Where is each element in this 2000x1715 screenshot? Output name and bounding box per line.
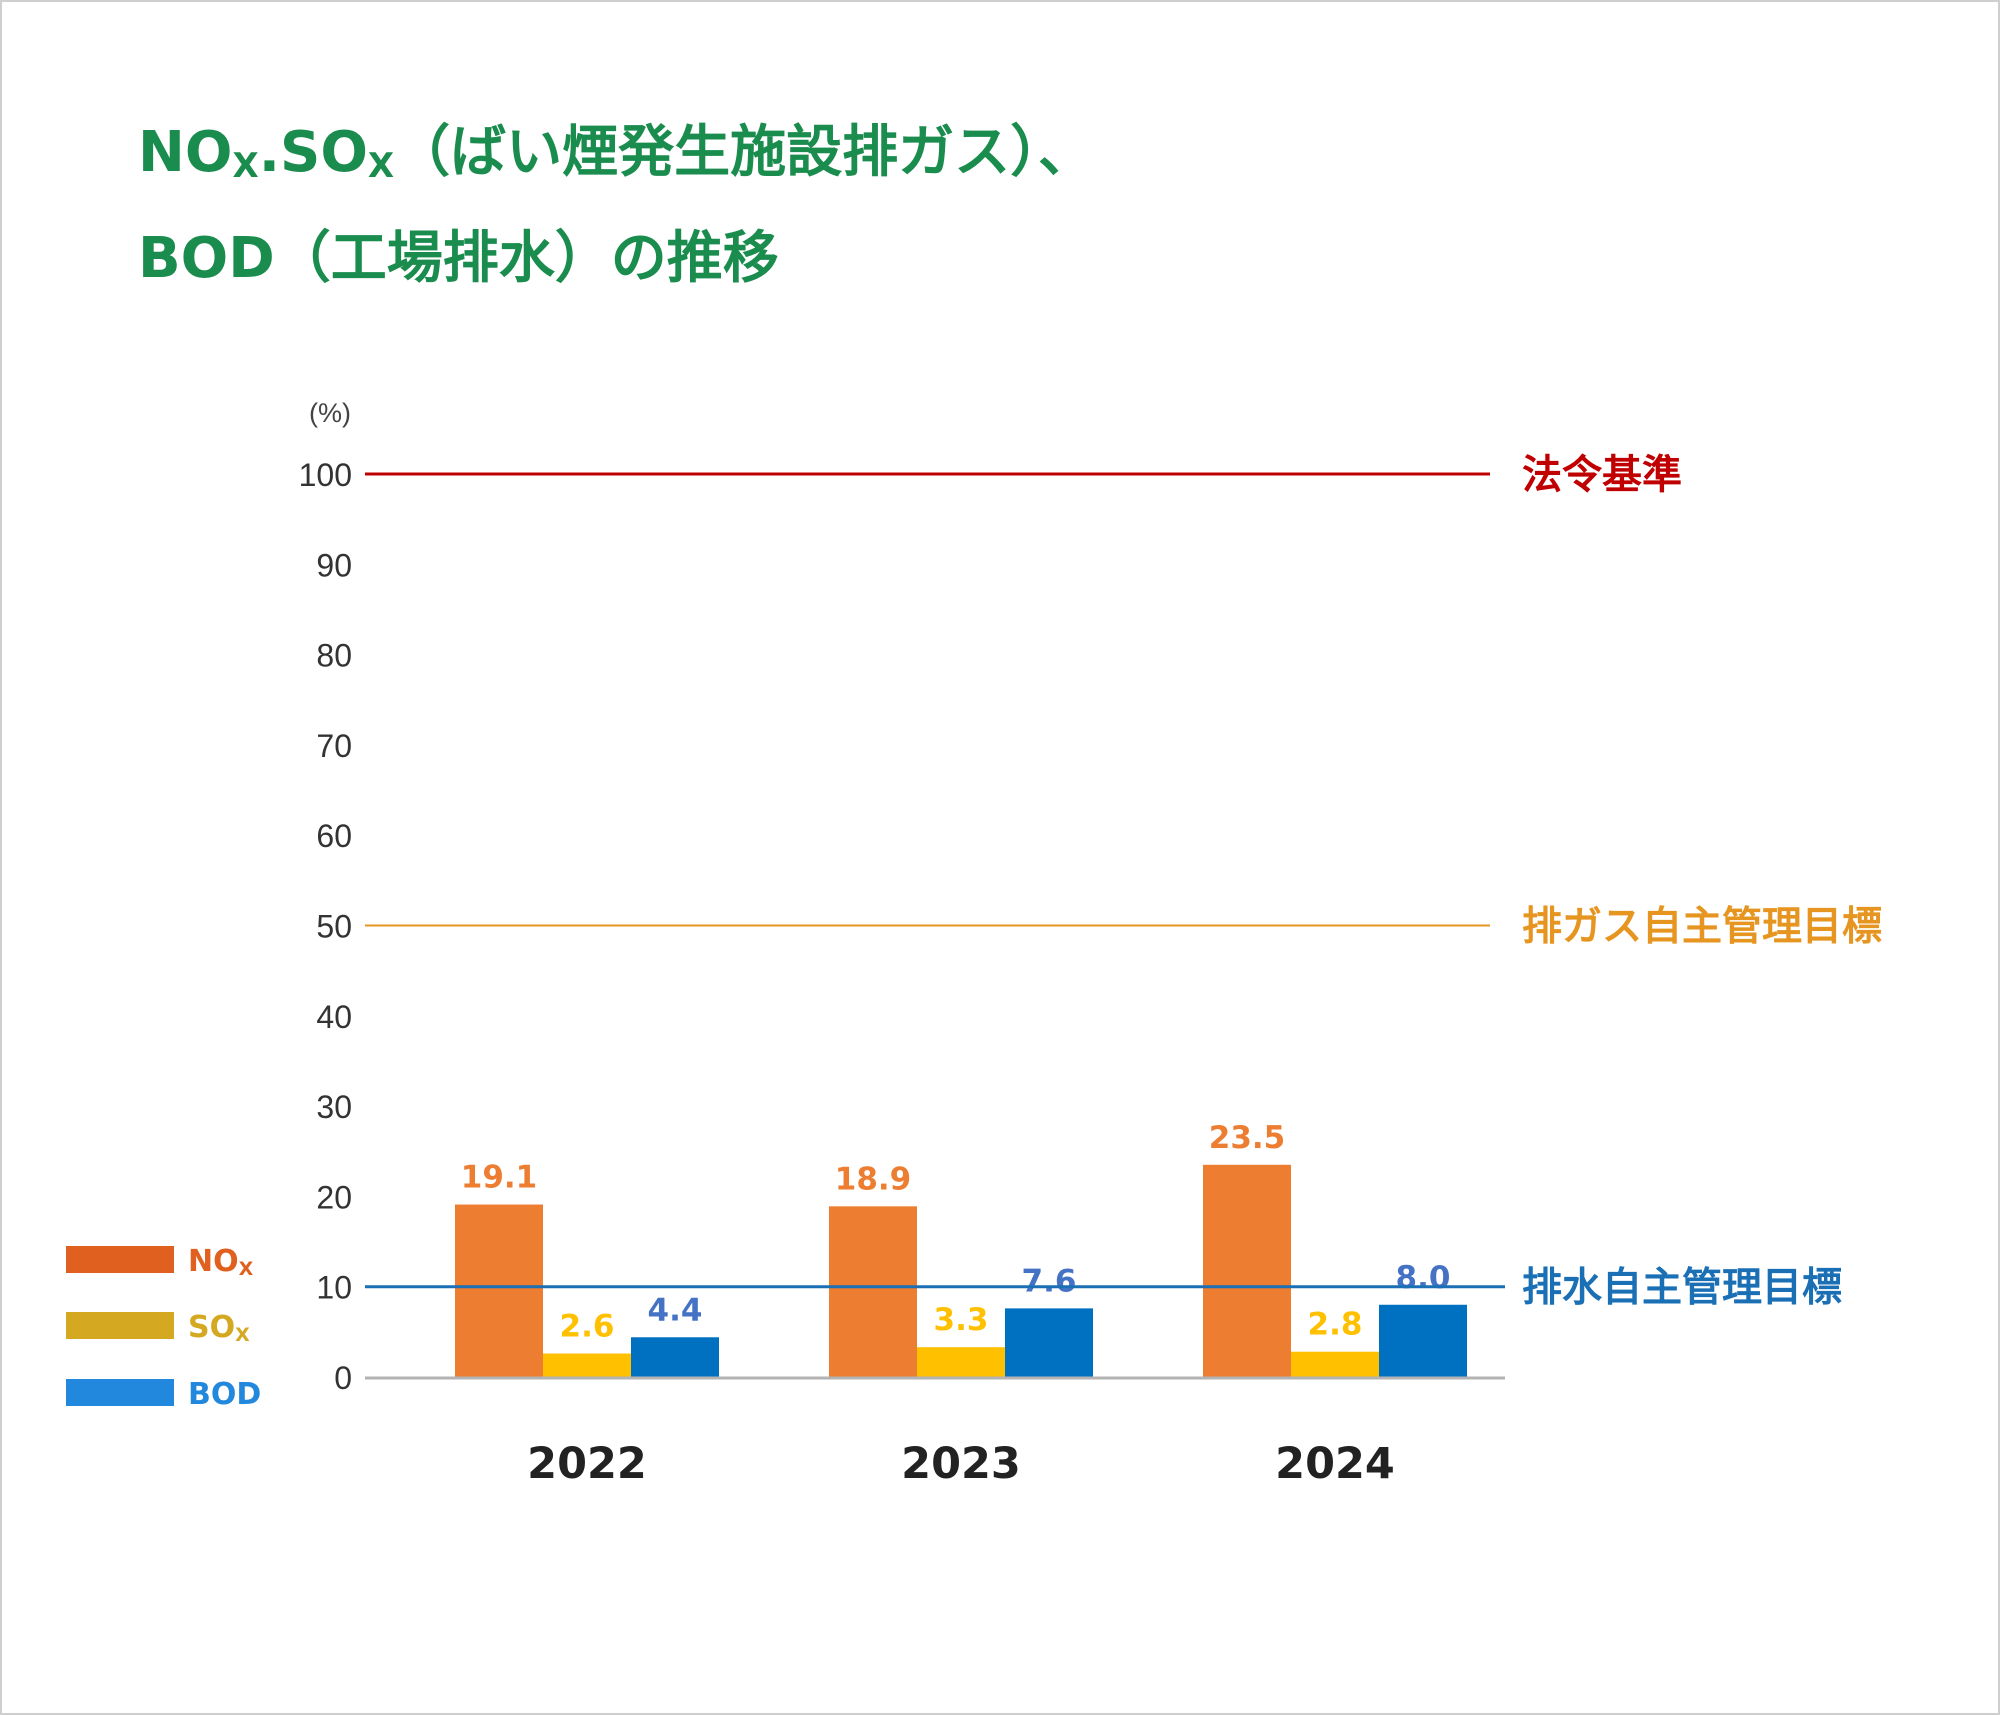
- data-label-bod-2022: 4.4: [648, 1292, 703, 1328]
- y-tick-label-70: 70: [316, 728, 352, 764]
- x-tick-label-2024: 2024: [1275, 1439, 1395, 1489]
- y-tick-label-80: 80: [316, 638, 352, 674]
- bar-nox-2023: [829, 1206, 917, 1377]
- y-tick-label-40: 40: [316, 999, 352, 1035]
- y-tick-label-20: 20: [316, 1179, 352, 1215]
- bar-bod-2024: [1379, 1304, 1467, 1377]
- title-nox-sub: X: [232, 146, 259, 186]
- y-tick-label-10: 10: [316, 1270, 352, 1306]
- bar-nox-2022: [455, 1204, 543, 1377]
- legend-label-no: NOX: [188, 1244, 254, 1280]
- reference-label-10: 排水自主管理目標: [1522, 1265, 1842, 1311]
- title-rest: （ばい煙発生施設排ガス）、: [394, 120, 1095, 185]
- legend-swatch-no: [66, 1246, 174, 1273]
- x-tick-label-2022: 2022: [527, 1439, 647, 1489]
- legend-label-no-sub: X: [239, 1258, 254, 1280]
- chart-title-line-2: BOD（工場排水）の推移: [138, 226, 779, 291]
- bar-nox-2024: [1203, 1164, 1291, 1377]
- data-label-sox-2023: 3.3: [934, 1302, 989, 1338]
- x-tick-label-2023: 2023: [901, 1439, 1021, 1489]
- bar-sox-2024: [1291, 1351, 1379, 1377]
- bar-sox-2023: [917, 1347, 1005, 1377]
- legend-swatch-so: [66, 1312, 174, 1339]
- bar-bod-2023: [1005, 1308, 1093, 1377]
- legend-label-so: SOX: [188, 1310, 250, 1346]
- data-label-sox-2022: 2.6: [560, 1309, 615, 1345]
- data-label-nox-2022: 19.1: [461, 1160, 538, 1196]
- title-sox-sub: X: [367, 146, 395, 186]
- y-tick-label-90: 90: [316, 547, 352, 583]
- y-tick-label-30: 30: [316, 1089, 352, 1125]
- y-tick-label-50: 50: [316, 909, 352, 945]
- title-sox: SO: [279, 120, 368, 185]
- title-nox: NO: [138, 120, 233, 185]
- data-label-nox-2024: 23.5: [1209, 1120, 1286, 1156]
- bar-bod-2022: [631, 1337, 719, 1377]
- reference-label-50: 排ガス自主管理目標: [1522, 904, 1882, 950]
- data-label-bod-2024: 8.0: [1396, 1260, 1451, 1296]
- y-tick-label-0: 0: [334, 1360, 352, 1396]
- y-tick-label-60: 60: [316, 818, 352, 854]
- reference-label-100: 法令基準: [1522, 452, 1682, 498]
- y-axis-unit: (%): [309, 398, 351, 428]
- legend-swatch-bod: [66, 1379, 174, 1406]
- data-label-nox-2023: 18.9: [835, 1161, 912, 1197]
- legend-label-bod: BOD: [188, 1377, 261, 1412]
- legend-label-so-sub: X: [235, 1324, 250, 1346]
- data-label-sox-2024: 2.8: [1308, 1307, 1363, 1343]
- bar-sox-2022: [543, 1353, 631, 1377]
- chart-title-line-1: NOX.SOX（ばい煙発生施設排ガス）、: [138, 100, 1094, 206]
- y-tick-label-100: 100: [299, 457, 352, 493]
- chart-title: NOX.SOX（ばい煙発生施設排ガス）、 BOD（工場排水）の推移: [138, 100, 1094, 312]
- title-separator: .: [258, 120, 280, 185]
- data-label-bod-2023: 7.6: [1022, 1263, 1077, 1299]
